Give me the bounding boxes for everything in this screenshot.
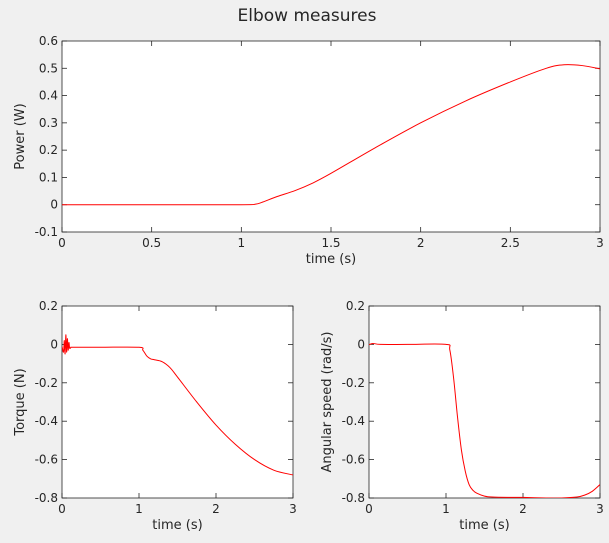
y-tick-label: -0.6: [35, 453, 58, 467]
y-tick-label: 0.1: [39, 170, 58, 184]
y-tick-label: -0.2: [35, 376, 58, 390]
y-tick-label: 0: [357, 337, 365, 351]
y-tick-label: 0.2: [39, 143, 58, 157]
y-tick-label: -0.6: [342, 453, 365, 467]
x-tick-label: 2: [417, 236, 425, 250]
axes-angular-speed: 0 1 2 3 -0.8 -0.6 -0.4 -0.2 0 0.2 time (s) Angular …: [320, 299, 604, 533]
x-axis-label: time (s): [459, 518, 509, 533]
x-tick-label: 1: [135, 502, 143, 516]
y-tick-label: 0: [50, 337, 58, 351]
axes-power: 0 0.5 1 1.5 2 2.5 3-0.100.10.20.30.40.50.6time…: [13, 34, 604, 267]
x-tick-label: 0: [365, 502, 373, 516]
y-tick-label: -0.8: [342, 491, 365, 505]
y-tick-label: -0.1: [35, 225, 58, 239]
y-tick-label: 0.4: [39, 89, 58, 103]
x-tick-label: 1.5: [321, 236, 340, 250]
y-axis-label: Angular speed (rad/s): [320, 332, 335, 473]
x-tick-label: 0.5: [142, 236, 161, 250]
y-tick-label: 0.2: [346, 299, 365, 313]
y-tick-label: 0: [50, 198, 58, 212]
x-tick-label: 3: [596, 236, 604, 250]
x-tick-label: 1: [238, 236, 246, 250]
y-axis-label: Power (W): [13, 103, 28, 169]
plot-area: [61, 40, 601, 233]
y-tick-label: 0.5: [39, 61, 58, 75]
y-tick-label: 0.3: [39, 116, 58, 130]
x-tick-label: 3: [289, 502, 297, 516]
y-axis-label: Torque (N): [13, 368, 28, 436]
x-tick-label: 1: [442, 502, 450, 516]
x-tick-label: 2: [212, 502, 220, 516]
x-tick-label: 0: [58, 236, 66, 250]
x-tick-label: 2: [519, 502, 527, 516]
x-tick-label: 2.5: [501, 236, 520, 250]
y-tick-label: -0.2: [342, 376, 365, 390]
x-tick-label: 0: [58, 502, 66, 516]
series-line-power: [62, 64, 600, 206]
axes-container: 0 0.5 1 1.5 2 2.5 3-0.100.10.20.30.40.50.6time…: [13, 34, 604, 533]
y-tick-label: 0.6: [39, 34, 58, 48]
figure-title: Elbow measures: [238, 6, 377, 26]
series-line-angular-speed: [369, 342, 600, 498]
x-axis-label: time (s): [306, 252, 356, 267]
axes-torque: 0 1 2 3 -0.8 -0.6 -0.4 -0.2 0 0.2 time (s) Torque (…: [13, 299, 297, 533]
x-tick-label: 3: [596, 502, 604, 516]
y-tick-label: -0.4: [35, 414, 58, 428]
y-tick-label: -0.8: [35, 491, 58, 505]
x-axis-label: time (s): [152, 518, 202, 533]
y-tick-label: -0.4: [342, 414, 365, 428]
y-tick-label: 0.2: [39, 299, 58, 313]
series-line-torque: [62, 334, 293, 476]
plot-area: [61, 305, 294, 499]
plot-area: [368, 305, 601, 499]
